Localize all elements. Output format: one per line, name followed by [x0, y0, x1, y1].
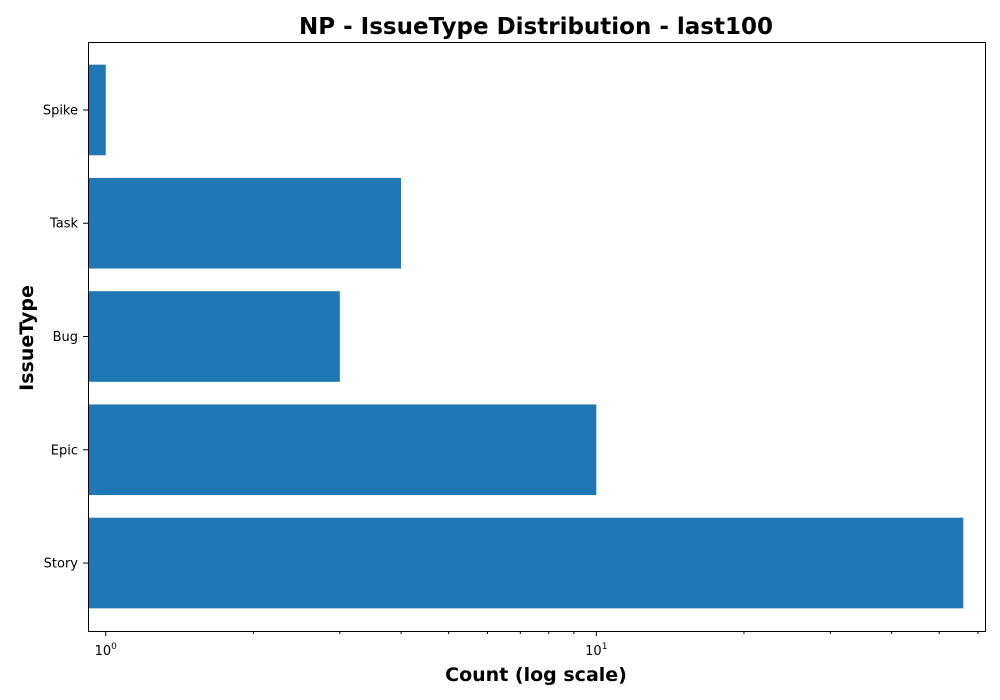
- bar-task: [88, 177, 402, 269]
- x-tick-exponent: 0: [111, 642, 117, 652]
- bar-epic: [88, 404, 597, 496]
- x-tick-label: 100: [95, 642, 118, 659]
- x-tick-exponent: 1: [602, 642, 608, 652]
- x-tick-base: 10: [95, 644, 112, 659]
- bars-group: [88, 64, 964, 609]
- x-tick-label: 101: [585, 642, 607, 659]
- bar-bug: [88, 291, 340, 382]
- plot-frame: [88, 42, 986, 632]
- y-axis-ticks: Story Epic Bug Task Spike: [43, 103, 88, 572]
- y-tick-label-task: Task: [49, 217, 79, 232]
- x-tick-base: 10: [585, 644, 602, 659]
- chart-title: NP - IssueType Distribution - last100: [299, 14, 773, 40]
- bar-spike: [88, 64, 106, 156]
- bar-story: [88, 517, 964, 609]
- y-tick-label-spike: Spike: [43, 103, 78, 118]
- x-axis-label: Count (log scale): [445, 664, 627, 686]
- x-axis-ticks: 100 101: [95, 631, 979, 659]
- y-tick-label-story: Story: [44, 557, 79, 572]
- y-tick-label-bug: Bug: [53, 330, 78, 345]
- y-axis-label: IssueType: [16, 285, 38, 391]
- y-tick-label-epic: Epic: [51, 443, 78, 458]
